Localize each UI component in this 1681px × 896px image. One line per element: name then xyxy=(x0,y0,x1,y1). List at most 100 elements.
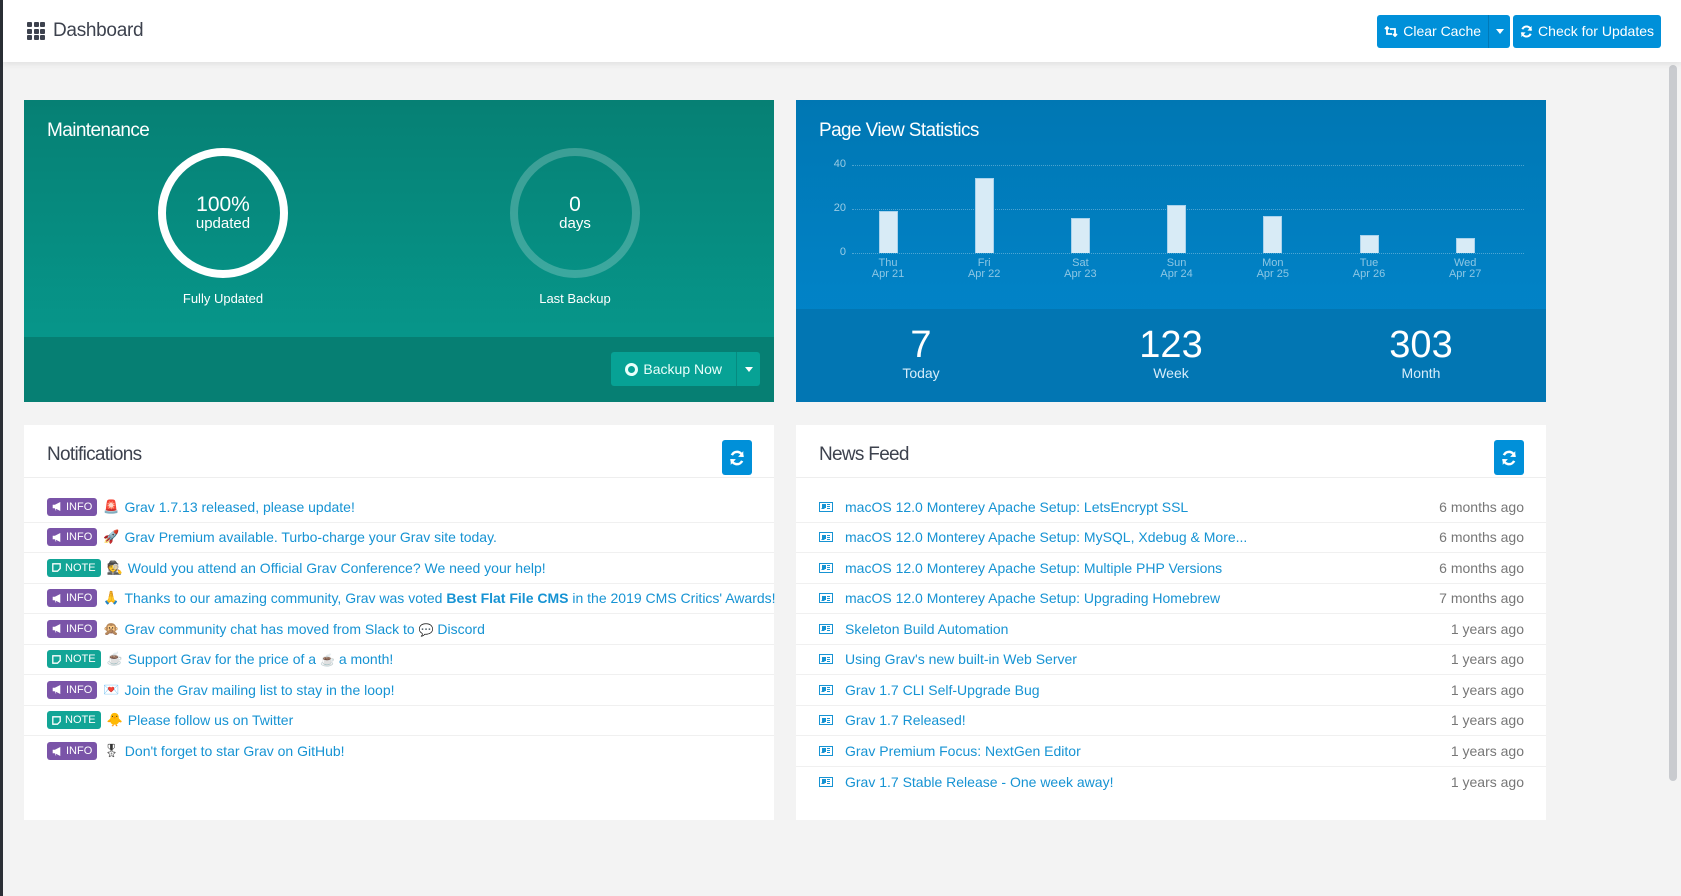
page-title-text: Dashboard xyxy=(53,20,144,41)
newspaper-icon xyxy=(819,532,833,543)
newspaper-icon xyxy=(819,684,833,695)
backup-group: Backup Now xyxy=(611,352,760,386)
news-link[interactable]: Grav Premium Focus: NextGen Editor xyxy=(845,742,1081,759)
notification-link[interactable]: Please follow us on Twitter xyxy=(128,712,294,728)
notification-link[interactable]: Would you attend an Official Grav Confer… xyxy=(128,560,546,576)
notification-emoji-icon: ☕ xyxy=(106,651,123,667)
stats-title: Page View Statistics xyxy=(819,120,979,141)
notification-link[interactable]: Don't forget to star Grav on GitHub! xyxy=(125,743,345,759)
week-label: Week xyxy=(1153,365,1189,381)
news-link[interactable]: Grav 1.7 CLI Self-Upgrade Bug xyxy=(845,681,1040,698)
notification-item: NOTE ☕ Support Grav for the price of a ☕ a… xyxy=(24,645,774,675)
news-item: Using Grav's new built-in Web Server 1 ye… xyxy=(796,645,1546,675)
news-link[interactable]: Using Grav's new built-in Web Server xyxy=(845,651,1077,668)
today-label: Today xyxy=(902,365,940,381)
refresh-news-button[interactable] xyxy=(1494,440,1524,475)
news-link[interactable]: macOS 12.0 Monterey Apache Setup: MySQL,… xyxy=(845,529,1248,546)
notification-badge-info: INFO xyxy=(47,742,98,761)
backup-dropdown[interactable] xyxy=(737,352,760,386)
updated-gauge: 100% updated xyxy=(158,148,288,278)
x-date-label: Apr 24 xyxy=(1160,268,1193,280)
link-text: Support Grav for the price of a xyxy=(127,651,317,668)
newspaper-icon xyxy=(819,776,833,787)
newspaper-icon xyxy=(819,623,833,634)
check-updates-label: Check for Updates xyxy=(1538,23,1654,39)
notification-link[interactable]: Grav Premium available. Turbo-charge you… xyxy=(124,529,496,545)
x-day-label: Mon xyxy=(1262,257,1284,269)
chart-bar[interactable]: 16 xyxy=(1070,217,1090,253)
news-link[interactable]: Skeleton Build Automation xyxy=(845,620,1009,637)
news-link[interactable]: macOS 12.0 Monterey Apache Setup: Multip… xyxy=(845,559,1223,576)
stat-today: 7 Today xyxy=(796,309,1046,402)
link-text: Discord xyxy=(437,620,485,637)
news-item: macOS 12.0 Monterey Apache Setup: MySQL,… xyxy=(796,523,1546,553)
badge-label: INFO xyxy=(66,745,93,758)
gridline xyxy=(852,209,1524,210)
news-link[interactable]: Grav 1.7 Stable Release - One week away! xyxy=(845,773,1114,790)
check-updates-button[interactable]: Check for Updates xyxy=(1513,14,1661,48)
notification-link[interactable]: Support Grav for the price of a ☕ a mont… xyxy=(128,651,394,667)
news-timestamp: 1 years ago xyxy=(1450,651,1524,668)
notification-link[interactable]: Grav community chat has moved from Slack… xyxy=(124,621,484,637)
backup-label: Last Backup xyxy=(539,291,611,306)
newspaper-icon xyxy=(819,593,833,604)
gridline xyxy=(852,165,1524,166)
page-scrollbar[interactable] xyxy=(1669,65,1677,781)
notification-badge-info: INFO xyxy=(47,619,98,638)
x-axis-label: Tue Apr 26 xyxy=(1339,258,1399,280)
x-day-label: Sun xyxy=(1166,257,1187,269)
stats-summary: 7 Today 123 Week 303 Month xyxy=(796,309,1546,402)
refresh-icon xyxy=(1520,24,1533,38)
notification-badge-info: INFO xyxy=(47,680,98,699)
bullhorn-icon xyxy=(52,624,61,634)
month-count: 303 xyxy=(1389,324,1453,366)
chart-bar[interactable]: 22 xyxy=(1167,204,1187,253)
news-item: Grav 1.7 Stable Release - One week away!… xyxy=(796,767,1546,798)
backup-now-button[interactable]: Backup Now xyxy=(611,352,737,386)
bullhorn-icon xyxy=(52,593,61,603)
sidebar-edge xyxy=(0,0,3,896)
news-link[interactable]: macOS 12.0 Monterey Apache Setup: LetsEn… xyxy=(845,498,1189,515)
chart-bar[interactable]: 34 xyxy=(974,178,994,253)
notification-link[interactable]: Thanks to our amazing community, Grav wa… xyxy=(124,590,775,606)
stat-week: 123 Week xyxy=(1046,309,1296,402)
refresh-icon xyxy=(730,450,744,465)
link-text: Grav community chat has moved from Slack… xyxy=(124,620,415,637)
dashboard-grid-icon xyxy=(27,22,45,40)
link-text: Would you attend an Official Grav Confer… xyxy=(127,559,546,576)
clear-cache-button[interactable]: Clear Cache xyxy=(1377,14,1490,48)
caret-down-icon xyxy=(744,366,753,372)
refresh-notifications-button[interactable] xyxy=(722,440,752,475)
notifications-list: INFO 🚨 Grav 1.7.13 released, please update… xyxy=(24,492,776,767)
news-timestamp: 1 years ago xyxy=(1450,712,1524,729)
news-timestamp: 6 months ago xyxy=(1439,559,1524,576)
clear-cache-dropdown[interactable] xyxy=(1489,14,1511,48)
notification-link[interactable]: Grav 1.7.13 released, please update! xyxy=(124,499,354,515)
chart-bar[interactable]: 19 xyxy=(878,211,898,253)
link-text: Join the Grav mailing list to stay in th… xyxy=(124,681,395,698)
news-header: News Feed xyxy=(796,425,1546,478)
y-tick: 40 xyxy=(833,158,846,170)
chart-bar[interactable]: 8 xyxy=(1359,235,1379,253)
badge-label: INFO xyxy=(66,683,93,696)
news-timestamp: 6 months ago xyxy=(1439,498,1524,515)
link-text: Don't forget to star Grav on GitHub! xyxy=(124,743,345,760)
month-label: Month xyxy=(1401,365,1441,381)
notifications-title: Notifications xyxy=(47,444,142,465)
chart-bar[interactable]: 17 xyxy=(1263,215,1283,253)
notification-link[interactable]: Join the Grav mailing list to stay in th… xyxy=(124,682,394,698)
notification-emoji-icon: 🐥 xyxy=(106,712,123,728)
backup-unit: days xyxy=(559,215,591,232)
x-axis-label: Mon Apr 25 xyxy=(1243,258,1303,280)
chart-bar[interactable]: 7 xyxy=(1455,237,1475,253)
notification-badge-note: NOTE xyxy=(47,650,101,669)
bullhorn-icon xyxy=(52,685,61,695)
page-title: Dashboard xyxy=(27,20,144,42)
updated-value: 100% xyxy=(196,193,250,216)
news-link[interactable]: macOS 12.0 Monterey Apache Setup: Upgrad… xyxy=(845,590,1221,607)
sticky-note-icon xyxy=(52,715,61,725)
sticky-note-icon xyxy=(52,654,61,664)
notification-item: INFO 🚀 Grav Premium available. Turbo-charg… xyxy=(24,523,774,553)
news-link[interactable]: Grav 1.7 Released! xyxy=(845,712,966,729)
